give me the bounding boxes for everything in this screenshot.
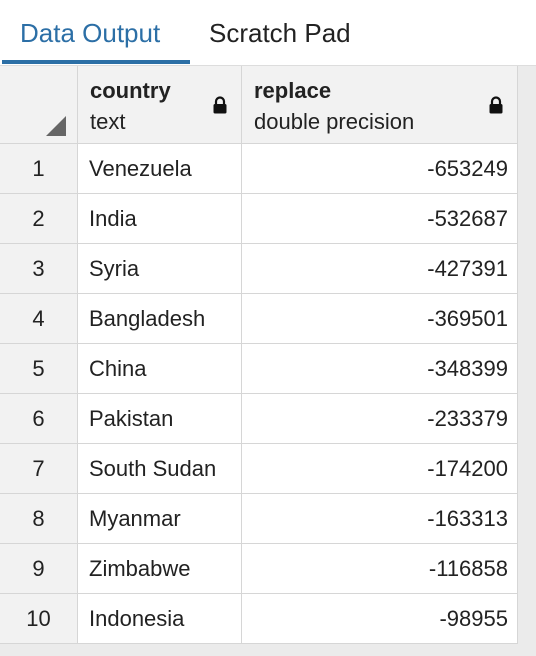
row-number[interactable]: 7	[0, 444, 78, 494]
row-number[interactable]: 4	[0, 294, 78, 344]
lock-icon	[489, 96, 503, 114]
cell-replace[interactable]: -427391	[242, 244, 518, 294]
cell-country[interactable]: Myanmar	[78, 494, 242, 544]
cell-replace[interactable]: -174200	[242, 444, 518, 494]
select-all-corner[interactable]	[0, 66, 78, 144]
row-number[interactable]: 10	[0, 594, 78, 644]
cell-country[interactable]: Venezuela	[78, 144, 242, 194]
column-name: country	[90, 78, 171, 103]
row-number[interactable]: 2	[0, 194, 78, 244]
cell-replace[interactable]: -116858	[242, 544, 518, 594]
row-number[interactable]: 8	[0, 494, 78, 544]
cell-country[interactable]: Pakistan	[78, 394, 242, 444]
row-number[interactable]: 6	[0, 394, 78, 444]
tab-bar: Data Output Scratch Pad	[0, 0, 536, 66]
cell-country[interactable]: Syria	[78, 244, 242, 294]
cell-country[interactable]: China	[78, 344, 242, 394]
column-header-replace[interactable]: replace double precision	[242, 66, 518, 144]
cell-replace[interactable]: -163313	[242, 494, 518, 544]
row-number[interactable]: 3	[0, 244, 78, 294]
cell-replace[interactable]: -98955	[242, 594, 518, 644]
cell-country[interactable]: India	[78, 194, 242, 244]
cell-country[interactable]: South Sudan	[78, 444, 242, 494]
row-number[interactable]: 1	[0, 144, 78, 194]
column-header-country[interactable]: country text	[78, 66, 242, 144]
active-tab-indicator	[2, 60, 190, 64]
cell-country[interactable]: Indonesia	[78, 594, 242, 644]
cell-replace[interactable]: -653249	[242, 144, 518, 194]
row-number[interactable]: 9	[0, 544, 78, 594]
tab-data-output[interactable]: Data Output	[20, 18, 161, 48]
row-number[interactable]: 5	[0, 344, 78, 394]
column-type: text	[90, 109, 126, 134]
corner-triangle-icon	[46, 116, 66, 136]
column-type: double precision	[254, 109, 415, 134]
cell-replace[interactable]: -532687	[242, 194, 518, 244]
tab-scratch-pad[interactable]: Scratch Pad	[209, 18, 351, 48]
lock-icon	[213, 96, 227, 114]
cell-country[interactable]: Zimbabwe	[78, 544, 242, 594]
cell-replace[interactable]: -369501	[242, 294, 518, 344]
cell-replace[interactable]: -348399	[242, 344, 518, 394]
column-name: replace	[254, 78, 332, 103]
tab-bar-divider	[0, 65, 536, 66]
cell-replace[interactable]: -233379	[242, 394, 518, 444]
cell-country[interactable]: Bangladesh	[78, 294, 242, 344]
